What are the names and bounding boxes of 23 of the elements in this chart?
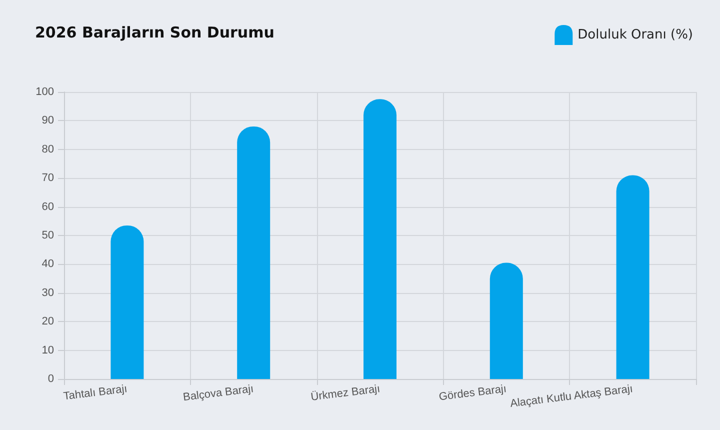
y-tick-label: 40 (42, 258, 54, 270)
chart-title: 2026 Barajların Son Durumu (35, 24, 274, 42)
y-tick-label: 70 (42, 172, 54, 184)
x-tick-label: Tahtalı Barajı (62, 383, 128, 403)
y-tick-label: 50 (42, 230, 54, 242)
y-tick-label: 80 (42, 143, 54, 156)
bar (616, 175, 650, 379)
x-tick-label: Gördes Barajı (438, 383, 508, 404)
y-tick-label: 10 (42, 344, 54, 356)
x-tick-label: Ürkmez Barajı (310, 382, 381, 404)
x-tick-label: Alaçatı Kutlu Aktaş Barajı (509, 383, 634, 410)
y-tick-label: 20 (42, 316, 54, 328)
y-tick-label: 0 (48, 373, 54, 385)
y-tick-label: 30 (42, 286, 54, 299)
bar (110, 225, 144, 379)
bar (237, 126, 270, 379)
legend-label: Doluluk Oranı (%) (578, 28, 694, 42)
bar (490, 262, 523, 379)
x-tick-label: Balçova Barajı (182, 383, 254, 404)
y-tick-label: 90 (42, 114, 54, 127)
y-tick-label: 100 (36, 86, 54, 98)
y-tick-label: 60 (42, 200, 54, 213)
bar (364, 99, 396, 379)
